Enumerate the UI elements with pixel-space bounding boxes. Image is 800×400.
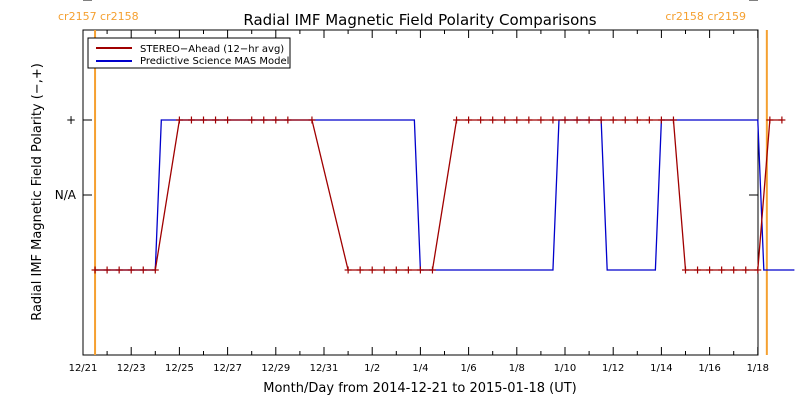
data-point-stereo xyxy=(766,116,774,124)
data-point-stereo xyxy=(682,266,689,274)
data-point-stereo xyxy=(513,116,521,124)
x-tick-label: 1/2 xyxy=(364,363,380,374)
data-point-stereo xyxy=(212,116,220,124)
x-tick-label: 1/10 xyxy=(554,363,576,374)
data-point-stereo xyxy=(139,266,147,274)
data-point-stereo xyxy=(368,266,376,274)
x-tick-label: 1/4 xyxy=(412,363,428,374)
y-axis-ticks: − N/A + xyxy=(55,0,758,202)
data-point-stereo xyxy=(669,116,677,124)
data-point-stereo xyxy=(609,116,617,124)
data-point-stereo xyxy=(645,116,653,124)
data-point-stereo xyxy=(248,116,256,124)
x-tick-label: 12/23 xyxy=(117,363,146,374)
legend-box xyxy=(87,37,291,69)
legend: STEREO−Ahead (12−hr avg) Predictive Scie… xyxy=(87,37,291,69)
series-line-stereo xyxy=(95,119,782,271)
data-point-stereo xyxy=(272,116,280,124)
data-point-model xyxy=(793,269,795,271)
data-point-stereo xyxy=(151,266,159,274)
y-tick-label: N/A xyxy=(55,188,77,202)
x-tick-label: 1/12 xyxy=(602,363,624,374)
x-axis-label: Month/Day from 2014-12-21 to 2015-01-18 … xyxy=(263,381,576,396)
x-tick-label: 12/31 xyxy=(310,363,339,374)
data-point-stereo xyxy=(308,116,316,124)
data-point-stereo xyxy=(573,116,581,124)
carrington-label-0: cr2157 cr2158 xyxy=(58,10,139,23)
legend-label-stereo: STEREO−Ahead (12−hr avg) xyxy=(140,44,284,55)
x-tick-label: 1/18 xyxy=(747,363,769,374)
data-point-stereo xyxy=(103,266,111,274)
data-point-model xyxy=(606,269,608,271)
data-point-stereo xyxy=(621,116,629,124)
data-point-stereo xyxy=(489,116,497,124)
data-point-stereo xyxy=(284,116,292,124)
data-point-stereo xyxy=(187,116,195,124)
data-point-stereo xyxy=(356,266,364,274)
data-point-stereo xyxy=(754,266,762,274)
data-point-stereo xyxy=(344,266,352,274)
x-tick-label: 12/21 xyxy=(69,363,98,374)
data-point-stereo xyxy=(657,116,665,124)
x-tick-label: 12/25 xyxy=(165,363,194,374)
data-point-stereo xyxy=(428,266,436,274)
y-tick-label: + xyxy=(66,113,76,127)
data-point-stereo xyxy=(537,116,545,124)
data-point-stereo xyxy=(633,116,641,124)
data-point-model xyxy=(763,269,765,271)
data-point-stereo xyxy=(730,266,738,274)
data-point-stereo xyxy=(585,116,593,124)
x-tick-label: 1/6 xyxy=(461,363,477,374)
data-point-stereo xyxy=(127,266,135,274)
data-point-stereo xyxy=(404,266,412,274)
data-point-stereo xyxy=(175,116,183,124)
data-point-model xyxy=(413,119,415,121)
data-point-stereo xyxy=(561,116,569,124)
data-point-stereo xyxy=(91,266,99,274)
data-point-stereo xyxy=(477,116,485,124)
data-point-model xyxy=(757,119,759,121)
x-tick-label: 12/29 xyxy=(261,363,290,374)
x-tick-label: 12/27 xyxy=(213,363,242,374)
chart-title: Radial IMF Magnetic Field Polarity Compa… xyxy=(243,11,596,29)
data-point-stereo xyxy=(465,116,473,124)
y-axis-label: Radial IMF Magnetic Field Polarity (−,+) xyxy=(30,63,45,321)
data-point-model xyxy=(552,269,554,271)
data-point-stereo xyxy=(224,116,232,124)
x-tick-label: 1/8 xyxy=(509,363,525,374)
carrington-markers: cr2157 cr2158 cr2158 cr2159 xyxy=(58,10,768,355)
data-point-stereo xyxy=(718,266,726,274)
carrington-label-1: cr2158 cr2159 xyxy=(665,10,746,23)
data-point-stereo xyxy=(742,266,750,274)
data-point-stereo xyxy=(549,116,557,124)
data-series xyxy=(91,116,795,274)
legend-label-model: Predictive Science MAS Model xyxy=(140,56,289,67)
data-point-stereo xyxy=(706,266,714,274)
data-point-stereo xyxy=(392,266,400,274)
data-point-stereo xyxy=(525,116,533,124)
y-tick-label: − xyxy=(66,0,76,3)
data-point-model xyxy=(654,269,656,271)
data-point-stereo xyxy=(200,116,207,124)
data-point-stereo xyxy=(597,116,605,124)
x-axis-ticks: 12/21 12/23 12/25 12/27 12/29 12/31 1/2 1/4 1/6 1… xyxy=(69,30,769,374)
x-tick-label: 1/14 xyxy=(650,363,672,374)
data-point-stereo xyxy=(380,266,388,274)
data-point-stereo xyxy=(501,116,509,124)
data-point-model xyxy=(160,119,162,121)
data-point-stereo xyxy=(416,266,424,274)
data-point-stereo xyxy=(260,116,268,124)
data-point-stereo xyxy=(453,116,461,124)
data-point-stereo xyxy=(115,266,123,274)
data-point-stereo xyxy=(778,116,786,124)
x-tick-label: 1/16 xyxy=(698,363,720,374)
data-point-stereo xyxy=(694,266,702,274)
